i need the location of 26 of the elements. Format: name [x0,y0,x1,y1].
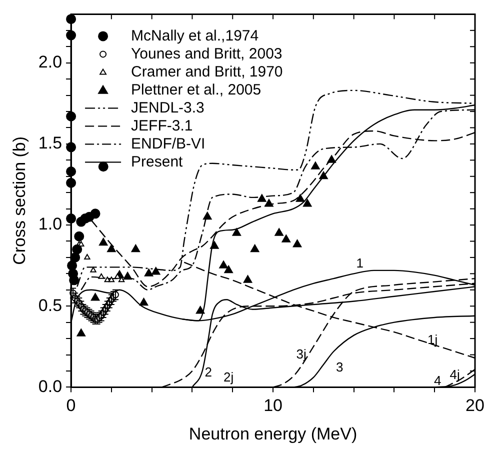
annotation: 3j [296,346,306,362]
annotation: 4 [434,373,442,388]
y-tick-label: 1.0 [38,214,62,234]
x-tick-label: 0 [66,396,76,416]
annotation: 1 [356,256,364,271]
legend-label: McNally et al.,1974 [131,27,259,44]
y-tick-label: 2.0 [38,52,62,72]
legend-label: JEFF-3.1 [131,117,193,134]
x-tick-label: 20 [466,396,484,416]
legend-label: JENDL-3.3 [131,99,204,116]
legend-label: Cramer and Britt, 1970 [131,63,283,80]
x-axis-title: Neutron energy (MeV) [188,424,358,444]
annotation: 4j [450,366,460,382]
y-tick-label: 0.0 [38,376,62,396]
legend-label: ENDF/B-VI [131,135,206,152]
annotation: 2j [224,369,234,384]
y-tick-label: 1.5 [38,134,62,153]
x-tick-label: 10 [264,396,282,416]
legend-label: Present [131,153,184,170]
y-axis-title: Cross section (b) [10,136,29,265]
y-tick-label: 0.5 [38,296,62,315]
legend-label: Younes and Britt, 2003 [131,45,282,62]
annotation: 2 [204,364,212,380]
annotation: 1j [428,332,438,347]
legend-label: Plettner et al., 2005 [131,81,262,98]
annotation: 3 [336,359,344,374]
